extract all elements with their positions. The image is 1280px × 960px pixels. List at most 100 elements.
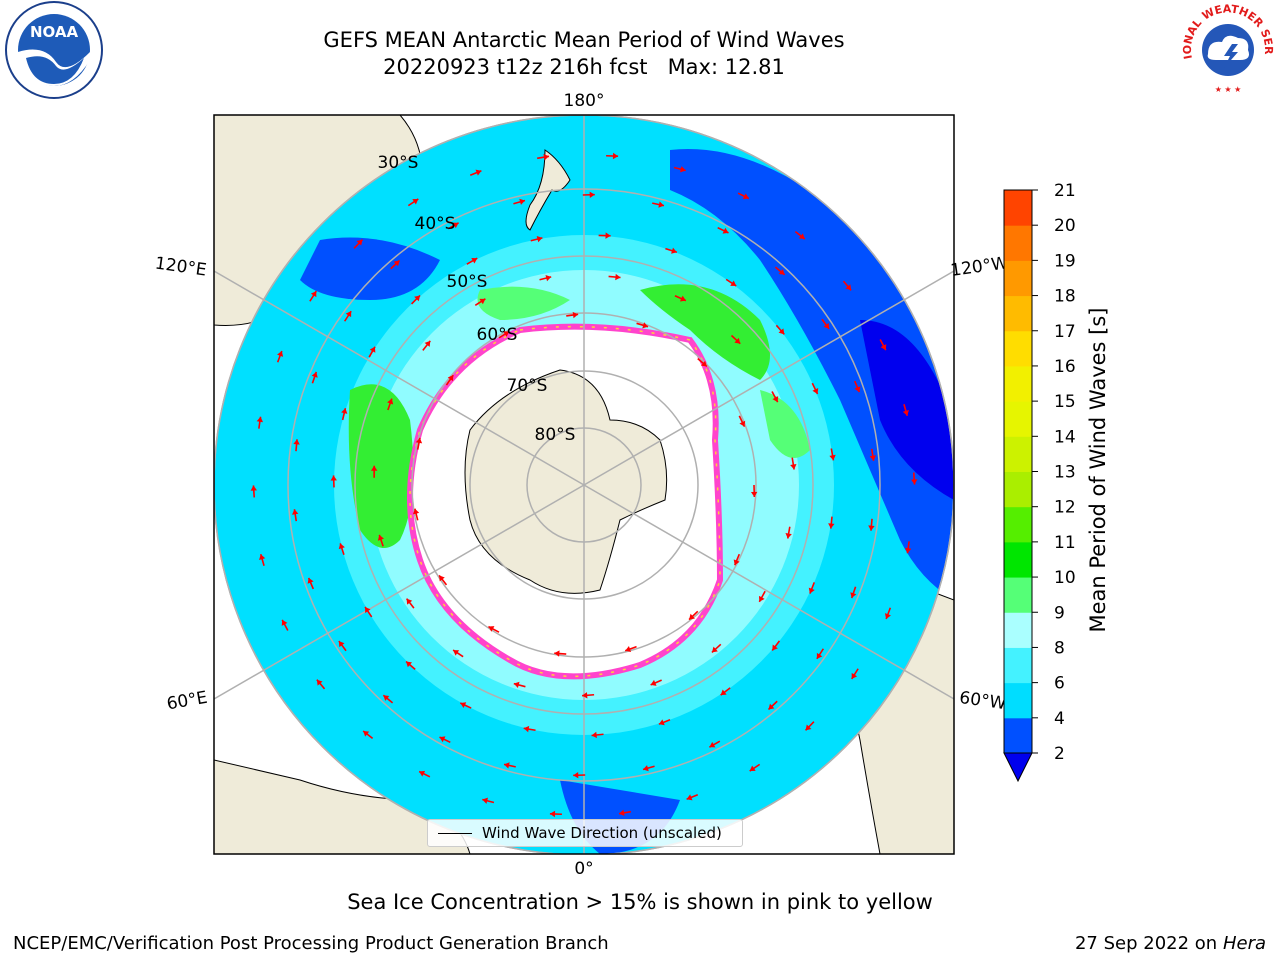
footer-date: 27 Sep 2022 on Hera	[1075, 933, 1266, 954]
wind-arrow-head	[612, 152, 619, 160]
colorbar-tick-label: 6	[1054, 674, 1065, 694]
footer-date-text: 27 Sep 2022 on	[1074, 933, 1218, 954]
lon-label-60w: 60°W	[958, 688, 1007, 714]
colorbar-tick-label: 4	[1054, 709, 1065, 729]
wind-arrow-head	[778, 328, 785, 335]
wind-arrow-head	[829, 454, 836, 461]
colorbar-segment	[1004, 471, 1032, 508]
lat-label-50s: 50°S	[447, 272, 488, 292]
wind-arrow-head	[868, 525, 875, 531]
colorbar-segment	[1004, 541, 1032, 578]
colorbar-tick-label: 8	[1054, 638, 1065, 658]
wind-arrow-head	[387, 398, 394, 405]
wind-arrow-head	[582, 692, 588, 699]
lon-label-60e: 60°E	[165, 688, 209, 715]
wind-arrow-head	[642, 322, 649, 329]
wind-arrow-head	[393, 260, 400, 267]
wind-arrow-head	[816, 652, 823, 659]
wind-arrow-head	[330, 475, 337, 481]
wind-arrow-head	[383, 695, 390, 701]
wind-arrow-head	[471, 257, 478, 264]
wind-arrow-head	[293, 439, 300, 445]
wind-arrow-head	[851, 672, 858, 679]
antarctica-landmass	[464, 369, 668, 594]
lon-label-0: 0°	[574, 859, 593, 879]
wind-arrow-head	[785, 533, 792, 539]
wind-arrow-head	[880, 344, 887, 351]
colorbar-tick-label: 14	[1054, 427, 1076, 447]
footer-branch: NCEP/EMC/Verification Post Processing Pr…	[13, 933, 609, 954]
nws-logo: NATIONAL WEATHER SERVICE ★ ★ ★	[1178, 0, 1276, 98]
colorbar-extend-arrow	[1003, 752, 1033, 783]
wind-arrow-head	[482, 797, 489, 804]
legend-line-symbol	[438, 832, 472, 834]
wind-arrow-head	[311, 371, 318, 378]
wind-arrow-head	[686, 794, 693, 801]
wind-arrow-head	[338, 543, 345, 550]
wind-arrow-head	[519, 198, 525, 205]
wind-arrow-head	[377, 534, 384, 541]
wind-arrow-head	[884, 613, 891, 620]
wind-wave-arrows	[250, 152, 918, 818]
wind-arrow-head	[658, 719, 665, 726]
wind-arrow-head	[513, 681, 520, 689]
colorbar: 2 4 6 8 9 10 11 12 13 14 15 16 17 18 19 20 21	[1003, 181, 1076, 783]
wind-arrow-head	[316, 679, 323, 686]
colorbar-tick-label: 17	[1054, 322, 1076, 342]
lat-label-70s: 70°S	[507, 376, 548, 396]
wind-arrow-head	[545, 274, 552, 282]
wind-arrow-head	[808, 587, 815, 594]
wind-arrow-head	[406, 661, 413, 668]
wind-arrow-head	[573, 772, 579, 779]
wind-arrow-head	[277, 350, 284, 357]
wind-arrow-head	[572, 311, 579, 319]
wind-arrow-head	[911, 479, 918, 485]
wind-arrow-head	[439, 736, 446, 743]
wind-arrow-head	[750, 491, 758, 497]
wind-arrow-head	[479, 298, 486, 305]
colorbar-segment	[1004, 330, 1032, 367]
wind-arrow-head	[363, 730, 370, 737]
wind-arrow-head	[504, 762, 510, 769]
lon-label-120e: 120°E	[154, 254, 208, 281]
wind-arrow-head	[341, 408, 348, 414]
wind-arrow-head	[768, 703, 775, 710]
wind-arrow-head	[365, 606, 371, 613]
colorbar-segment	[1004, 190, 1032, 226]
wind-arrow-head	[453, 650, 460, 656]
colorbar-tick-label: 10	[1054, 568, 1076, 588]
colorbar-segment	[1004, 260, 1032, 297]
wind-arrow-head	[658, 201, 664, 208]
wind-arrow-head	[310, 291, 317, 298]
wind-arrow-head	[845, 284, 852, 291]
colorbar-tick-label: 11	[1054, 533, 1076, 553]
wind-arrow-head	[523, 725, 530, 733]
new-zealand-landmass	[525, 149, 571, 231]
colorbar-segment	[1004, 612, 1032, 648]
legend-label: Wind Wave Direction (unscaled)	[482, 824, 722, 842]
wind-arrow-head	[772, 644, 778, 651]
wind-arrow-head	[772, 396, 779, 403]
wind-arrow-head	[850, 592, 857, 599]
wind-arrow-head	[615, 273, 621, 281]
longitude-gridlines	[214, 115, 954, 854]
wind-arrow-head	[307, 577, 314, 584]
wind-arrow-head	[805, 724, 812, 731]
map-title-line2: 20220923 t12z 216h fcst Max: 12.81	[383, 55, 785, 79]
wind-arrow-head	[869, 455, 876, 461]
colorbar-tick-label: 9	[1054, 603, 1065, 623]
wind-arrow-head	[406, 598, 413, 605]
wind-arrow-head	[256, 416, 264, 423]
wind-arrow-head	[424, 340, 431, 347]
lat-label-60s: 60°S	[477, 325, 518, 345]
colorbar-segment	[1004, 717, 1032, 754]
wind-arrow-head	[460, 702, 467, 709]
wind-arrow-head	[709, 741, 716, 748]
colorbar-tick-label: 18	[1054, 287, 1076, 307]
sea-ice-caption: Sea Ice Concentration > 15% is shown in …	[347, 890, 933, 914]
wind-arrow-head	[812, 388, 819, 394]
wind-arrow-head	[488, 626, 495, 632]
wind-arrow-head	[475, 169, 482, 176]
lat-label-80s: 80°S	[535, 425, 576, 445]
wind-arrow-head	[854, 386, 861, 393]
